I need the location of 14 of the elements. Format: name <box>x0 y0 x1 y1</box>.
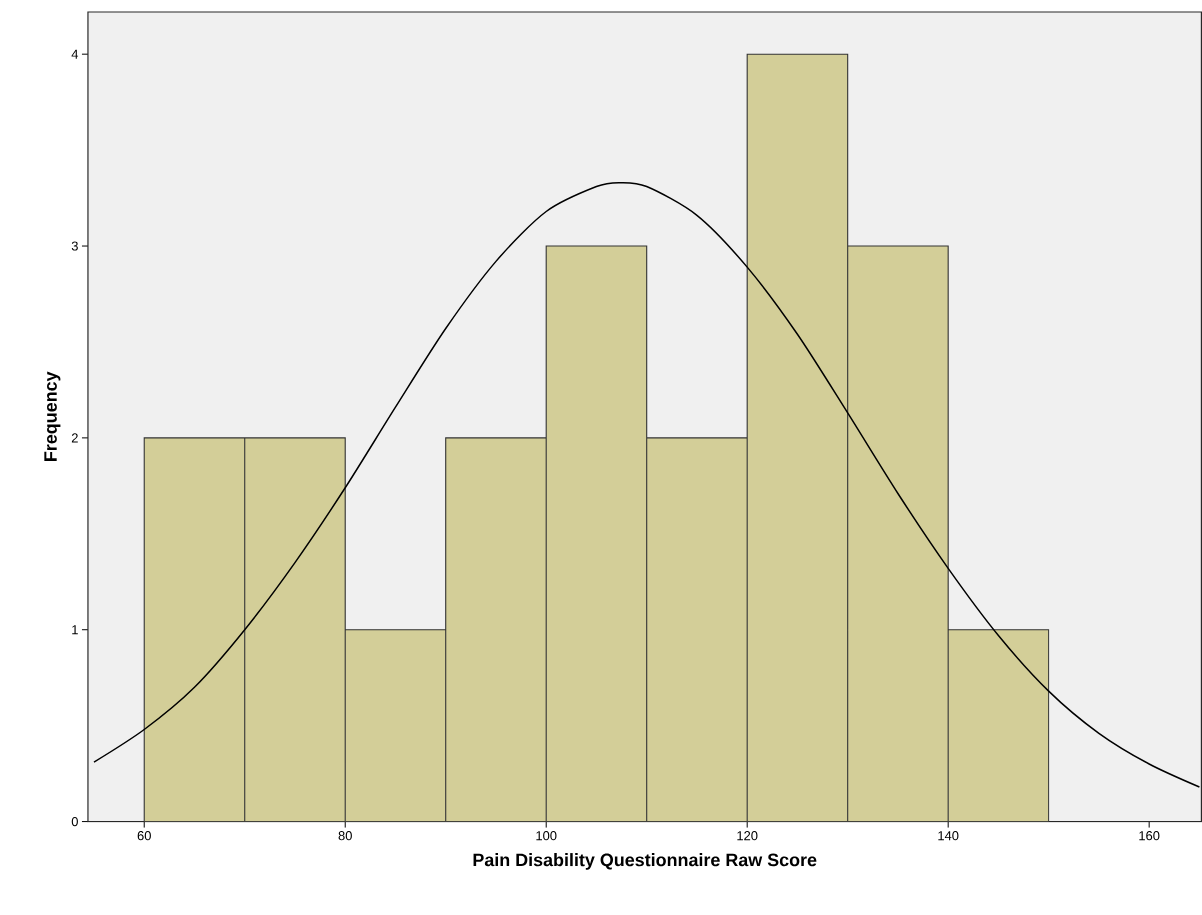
x-tick-label: 140 <box>938 831 959 841</box>
y-tick-label: 3 <box>71 241 78 251</box>
y-axis-title: Frequency <box>44 371 61 462</box>
x-tick-label: 60 <box>137 831 151 841</box>
x-axis-title: Pain Disability Questionnaire Raw Score <box>473 853 817 871</box>
x-tick-label: 160 <box>1139 831 1160 841</box>
y-tick-label: 4 <box>71 49 79 59</box>
line-series <box>93 182 1201 789</box>
x-tick-label: 100 <box>536 831 557 841</box>
x-tick-label: 120 <box>737 831 758 841</box>
y-tick-label: 1 <box>72 625 78 635</box>
x-tick-label: 80 <box>338 831 352 841</box>
y-tick-label: 2 <box>71 433 78 443</box>
y-tick-label: 0 <box>71 817 78 827</box>
